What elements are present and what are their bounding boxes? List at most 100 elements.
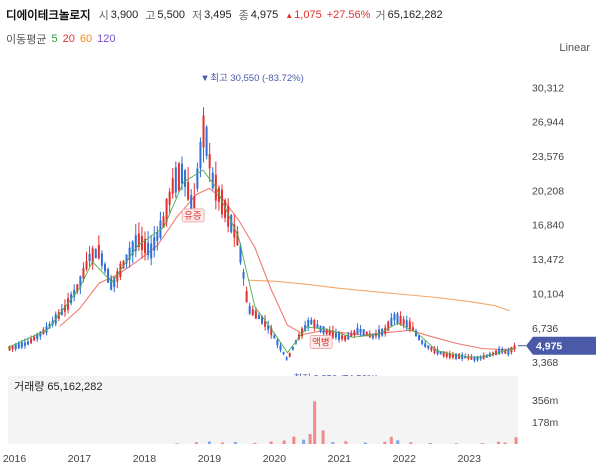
volume-bar (428, 443, 432, 444)
candlestick (60, 303, 63, 316)
candlestick (156, 226, 159, 251)
moving-average-legend[interactable]: 이동평균 5 20 60 120 (6, 31, 120, 47)
candlestick (193, 183, 196, 209)
candle-body (100, 253, 103, 266)
candlestick (91, 245, 94, 270)
scale-toggle[interactable]: Linear (559, 42, 590, 54)
last-price-tag (526, 336, 596, 355)
candlestick (359, 325, 362, 337)
candle-body (310, 319, 313, 325)
candle-body (94, 249, 97, 259)
event-badge-label: 액병 (312, 336, 329, 348)
volume-bar (321, 430, 325, 444)
candle-body (122, 260, 125, 269)
candlestick (291, 346, 294, 351)
candle-body (196, 168, 199, 189)
candle-body (344, 335, 347, 341)
candle-body (153, 236, 156, 251)
candlestick (504, 349, 507, 355)
candlestick (267, 320, 270, 334)
ma-5-label: 5 (51, 33, 58, 45)
candle-body (451, 354, 454, 358)
candlestick (110, 274, 113, 291)
price-tick-label: 26,944 (532, 117, 564, 129)
candle-body (168, 191, 171, 205)
candlestick (421, 339, 424, 346)
candlestick (427, 345, 430, 351)
candlestick (85, 251, 88, 272)
candle-body (233, 224, 236, 238)
candlestick (257, 312, 260, 320)
candle-body (421, 340, 424, 344)
stock-header: 디에이테크놀로지 시 3,900 고 5,500 저 3,495 종 4,975… (6, 4, 596, 26)
candle-body (193, 196, 196, 209)
candlestick (344, 335, 347, 342)
candle-body (261, 315, 264, 324)
candle-body (322, 326, 325, 334)
candlestick (208, 142, 211, 182)
candle-body (91, 248, 94, 263)
candle-body (390, 317, 393, 326)
candle-body (107, 269, 110, 283)
candle-body (313, 320, 316, 329)
candle-body (63, 305, 66, 312)
candlestick (134, 224, 137, 258)
price-panel (8, 64, 518, 372)
candle-body (8, 345, 11, 351)
candle-body (76, 284, 79, 292)
volume-panel (8, 376, 518, 444)
candle-body (458, 353, 461, 359)
candle-body (202, 115, 205, 148)
volume-bar (331, 442, 335, 444)
volume-bar (396, 440, 400, 444)
time-axis-label: 2022 (393, 453, 417, 465)
candle-body (473, 356, 476, 361)
candle-body (23, 342, 26, 346)
volume-bar (308, 434, 312, 444)
candlestick (137, 222, 140, 251)
candle-body (73, 289, 76, 297)
candlestick (498, 345, 501, 355)
candlestick (144, 231, 147, 261)
candle-body (325, 328, 328, 335)
candlestick (162, 211, 165, 229)
candle-body (470, 356, 473, 360)
candle-body (405, 320, 408, 328)
low-label: 저 (191, 10, 203, 22)
volume-bar (253, 442, 257, 444)
candlestick (455, 353, 458, 361)
open-label: 시 (98, 10, 109, 22)
candlestick (184, 169, 187, 197)
volume-bar (454, 443, 458, 444)
candle-body (131, 241, 134, 256)
candlestick (399, 311, 402, 326)
candle-body (411, 327, 414, 331)
candle-body (427, 345, 430, 349)
candlestick (362, 329, 365, 337)
volume-value: 65,162,282 (387, 9, 443, 21)
ma-120-label: 120 (97, 33, 116, 45)
ma-20-label: 20 (62, 33, 75, 45)
candlestick (236, 226, 239, 247)
candlestick (187, 167, 190, 201)
candlestick (103, 261, 106, 274)
candle-body (328, 330, 331, 336)
candle-body (184, 170, 187, 187)
candlestick (270, 324, 273, 339)
candlestick (131, 240, 134, 264)
candle-body (418, 335, 421, 341)
low-value: 3,495 (204, 9, 232, 21)
candle-body (39, 331, 42, 337)
candle-body (285, 357, 288, 360)
candle-body (103, 264, 106, 272)
candle-body (331, 330, 334, 339)
candlestick (116, 267, 119, 289)
candle-body (239, 245, 242, 263)
candlestick (307, 317, 310, 332)
volume-bar (233, 442, 237, 444)
candlestick (322, 326, 325, 336)
candle-body (301, 328, 304, 337)
event-badge-label: 유증 (184, 211, 202, 222)
event-badge (309, 335, 333, 349)
